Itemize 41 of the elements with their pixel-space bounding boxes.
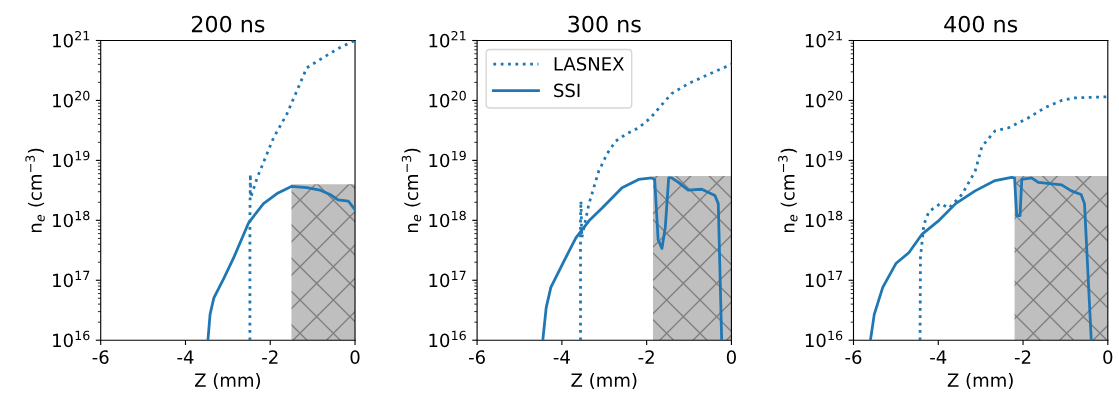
y-tick-label: 10$^{16}$ <box>805 330 843 348</box>
x-axis-title: Z (mm) <box>571 372 637 390</box>
chart-title: 400 ns <box>944 15 1018 33</box>
x-tick-label: 0 <box>350 350 360 364</box>
y-tick-label: 10$^{17}$ <box>53 270 90 288</box>
y-tick-label: 10$^{19}$ <box>429 150 466 168</box>
x-tick-label: -6 <box>468 350 485 364</box>
x-tick-label: -4 <box>177 350 194 364</box>
y-tick-label: 10$^{18}$ <box>53 210 90 228</box>
x-tick-label: -2 <box>638 350 654 364</box>
y-tick-label: 10$^{18}$ <box>805 210 843 228</box>
legend-label: SSI <box>554 83 580 98</box>
y-tick-label: 10$^{19}$ <box>53 150 90 168</box>
x-axis-title: Z (mm) <box>947 372 1013 390</box>
y-axis-title: n$_{e}$ (cm$^{−3}$) <box>25 148 45 233</box>
x-tick-label: -6 <box>92 350 109 364</box>
chart-title: 300 ns <box>568 15 641 33</box>
y-tick-label: 10$^{16}$ <box>53 330 90 348</box>
x-tick-label: -6 <box>845 350 862 364</box>
x-tick-label: 0 <box>726 350 736 364</box>
x-axis-title: Z (mm) <box>195 372 261 390</box>
chart-title: 200 ns <box>191 15 265 33</box>
y-tick-label: 10$^{18}$ <box>429 210 466 228</box>
x-tick-label: -2 <box>262 350 278 364</box>
x-tick-label: -2 <box>1014 350 1031 364</box>
x-tick-label: 0 <box>1103 350 1113 364</box>
y-tick-label: 10$^{21}$ <box>53 30 90 48</box>
y-tick-label: 10$^{17}$ <box>429 270 466 288</box>
y-tick-label: 10$^{17}$ <box>805 270 843 288</box>
x-tick-label: -4 <box>553 350 570 364</box>
y-tick-label: 10$^{16}$ <box>429 330 466 348</box>
y-tick-label: 10$^{21}$ <box>805 30 842 48</box>
y-tick-label: 10$^{21}$ <box>429 30 466 48</box>
y-axis-title: n$_{e}$ (cm$^{−3}$) <box>401 148 422 233</box>
y-axis-title: n$_{e}$ (cm$^{−3}$) <box>778 148 798 233</box>
y-tick-label: 10$^{20}$ <box>53 90 90 108</box>
y-tick-label: 10$^{20}$ <box>429 90 466 108</box>
y-tick-label: 10$^{19}$ <box>805 150 843 168</box>
legend-label: LASNEX <box>554 57 624 71</box>
y-tick-label: 10$^{20}$ <box>805 90 843 108</box>
x-tick-label: -4 <box>930 350 947 364</box>
